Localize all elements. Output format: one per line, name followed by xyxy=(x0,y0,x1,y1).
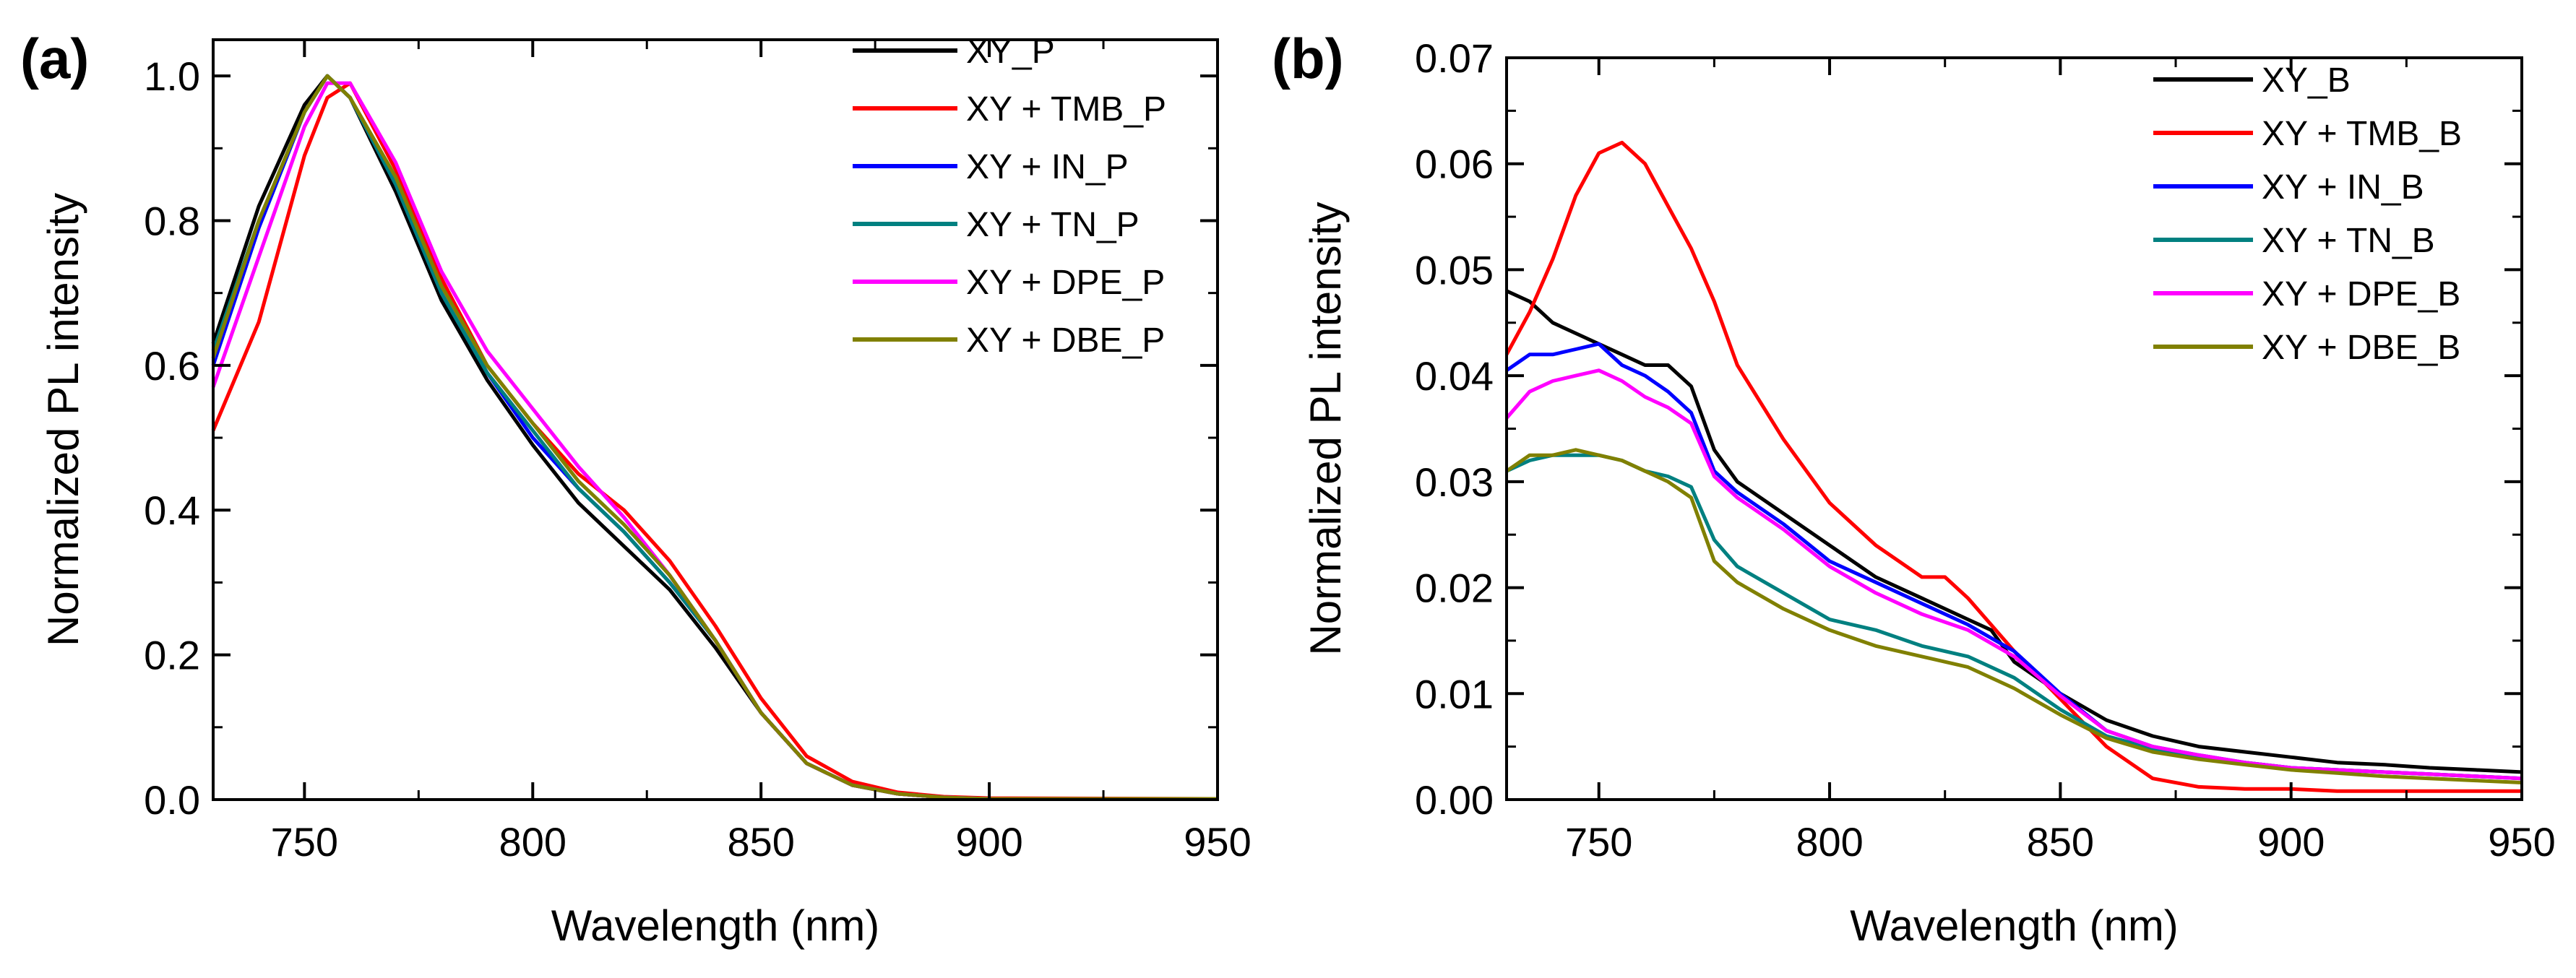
legend-label: XY + DPE_P xyxy=(966,264,1165,302)
legend-label: XY + DPE_B xyxy=(2262,275,2460,313)
y-tick-label: 0.6 xyxy=(144,343,200,389)
y-tick-label: 1.0 xyxy=(144,53,200,99)
x-tick-label: 800 xyxy=(499,819,567,865)
series-line-b-5 xyxy=(1505,448,2523,784)
x-tick-label: 950 xyxy=(2488,819,2555,865)
panel-b: (b) 750 800 850 900 950 0.00 0.01 0.02 0.03 0.04 0… xyxy=(1272,27,2556,950)
x-axis-title: Wavelength (nm) xyxy=(1850,901,2179,950)
legend-label: XY + TMB_P xyxy=(966,90,1166,129)
series-line-b-2 xyxy=(1505,342,2523,781)
y-tick-label: 0.00 xyxy=(1415,777,1494,823)
legend-label: XY + TN_P xyxy=(966,206,1140,244)
legend-label: XY_B xyxy=(2262,61,2351,100)
y-tick-label: 0.8 xyxy=(144,198,200,243)
series-line-b-4 xyxy=(1505,368,2523,781)
series-line-a-5 xyxy=(211,74,1218,801)
x-tick-label: 900 xyxy=(955,819,1022,865)
y-tick-label: 0.02 xyxy=(1415,566,1494,611)
x-tick-label: 750 xyxy=(271,819,338,865)
x-tick-label: 800 xyxy=(1796,819,1863,865)
series-line-a-1 xyxy=(211,81,1218,801)
x-tick-label: 850 xyxy=(727,819,794,865)
y-tick-label: 0.4 xyxy=(144,488,200,533)
y-tick-label: 0.07 xyxy=(1415,35,1494,81)
x-axis-title: Wavelength (nm) xyxy=(551,901,880,950)
y-tick-label: 0.0 xyxy=(144,777,200,823)
panel-a: (a) 750 800 850 900 950 0.0 0.2 0.4 0.6 0.8 1.0 Wav… xyxy=(20,27,1252,950)
legend-label: XY + IN_B xyxy=(2262,168,2424,207)
y-axis-title: Normalized PL intensity xyxy=(39,193,87,646)
y-axis-title: Normalized PL intensity xyxy=(1301,202,1350,655)
series-line-b-3 xyxy=(1505,453,2523,781)
y-tick-label: 0.2 xyxy=(144,633,200,678)
y-tick-label: 0.05 xyxy=(1415,247,1494,293)
legend-label: XY + TMB_B xyxy=(2262,115,2462,153)
legend-label: XY + DBE_B xyxy=(2262,329,2460,367)
panel-label-b: (b) xyxy=(1272,27,1344,90)
series-line-b-1 xyxy=(1504,140,2522,793)
x-tick-label: 850 xyxy=(2027,819,2094,865)
y-tick-label: 0.04 xyxy=(1415,353,1494,399)
series-line-a-4 xyxy=(211,81,1218,801)
y-tick-label: 0.01 xyxy=(1415,671,1494,717)
series-line-b-0 xyxy=(1505,289,2523,774)
legend-label: XY + DBE_P xyxy=(966,321,1165,360)
x-tick-label: 900 xyxy=(2257,819,2325,865)
panel-label-a: (a) xyxy=(20,27,89,90)
y-tick-label: 0.03 xyxy=(1415,459,1494,505)
legend-label: XY_P xyxy=(966,33,1055,71)
plot-frame xyxy=(212,38,1219,801)
legend-label: XY + TN_B xyxy=(2262,222,2435,260)
y-tick-label: 0.06 xyxy=(1415,142,1494,187)
x-tick-label: 950 xyxy=(1184,819,1251,865)
legend-label: XY + IN_P xyxy=(966,148,1129,186)
x-tick-label: 750 xyxy=(1565,819,1632,865)
